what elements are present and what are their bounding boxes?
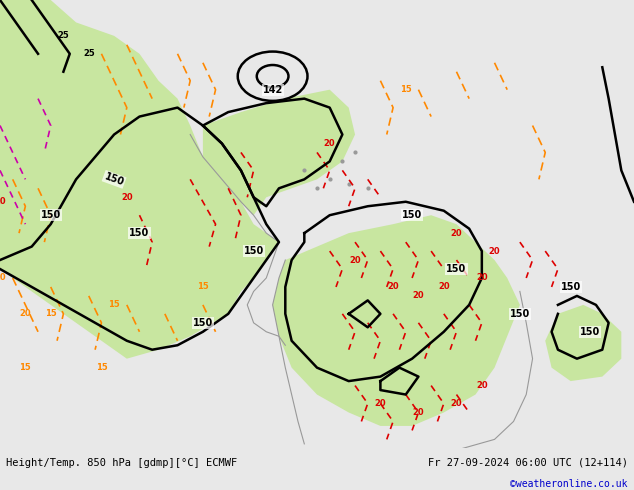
Text: 150: 150: [103, 171, 126, 188]
Text: 15: 15: [197, 282, 209, 292]
Text: 15: 15: [45, 309, 56, 318]
Text: 150: 150: [560, 282, 581, 292]
Text: 25: 25: [58, 31, 69, 40]
Text: 15: 15: [400, 85, 411, 94]
Text: 150: 150: [446, 264, 467, 274]
Text: 15: 15: [96, 363, 107, 372]
Text: 20: 20: [0, 197, 6, 206]
Text: 150: 150: [129, 228, 150, 238]
Text: 20: 20: [489, 246, 500, 256]
Text: 20: 20: [375, 399, 386, 408]
Text: 20: 20: [121, 193, 133, 202]
Text: 150: 150: [193, 318, 213, 328]
Text: Fr 27-09-2024 06:00 UTC (12+114): Fr 27-09-2024 06:00 UTC (12+114): [428, 458, 628, 468]
Text: ©weatheronline.co.uk: ©weatheronline.co.uk: [510, 479, 628, 489]
Text: 20: 20: [413, 408, 424, 417]
Text: 150: 150: [579, 327, 600, 337]
Text: 150: 150: [243, 246, 264, 256]
Text: 20: 20: [476, 381, 488, 390]
Text: 20: 20: [476, 273, 488, 282]
Text: 20: 20: [451, 399, 462, 408]
Text: 25: 25: [83, 49, 94, 58]
Text: 20: 20: [387, 282, 399, 292]
Text: 20: 20: [324, 139, 335, 148]
Text: Height/Temp. 850 hPa [gdmp][°C] ECMWF: Height/Temp. 850 hPa [gdmp][°C] ECMWF: [6, 458, 238, 468]
Text: 142: 142: [262, 85, 283, 95]
Text: 15: 15: [20, 363, 31, 372]
Text: 150: 150: [510, 309, 530, 319]
Text: 150: 150: [41, 210, 61, 220]
Text: 20: 20: [20, 309, 31, 318]
Text: 15: 15: [108, 300, 120, 309]
Text: 20: 20: [0, 273, 6, 282]
Text: 20: 20: [349, 256, 361, 265]
Text: 20: 20: [438, 282, 450, 292]
Text: 150: 150: [402, 210, 422, 220]
Text: 20: 20: [451, 229, 462, 238]
Text: 20: 20: [413, 292, 424, 300]
